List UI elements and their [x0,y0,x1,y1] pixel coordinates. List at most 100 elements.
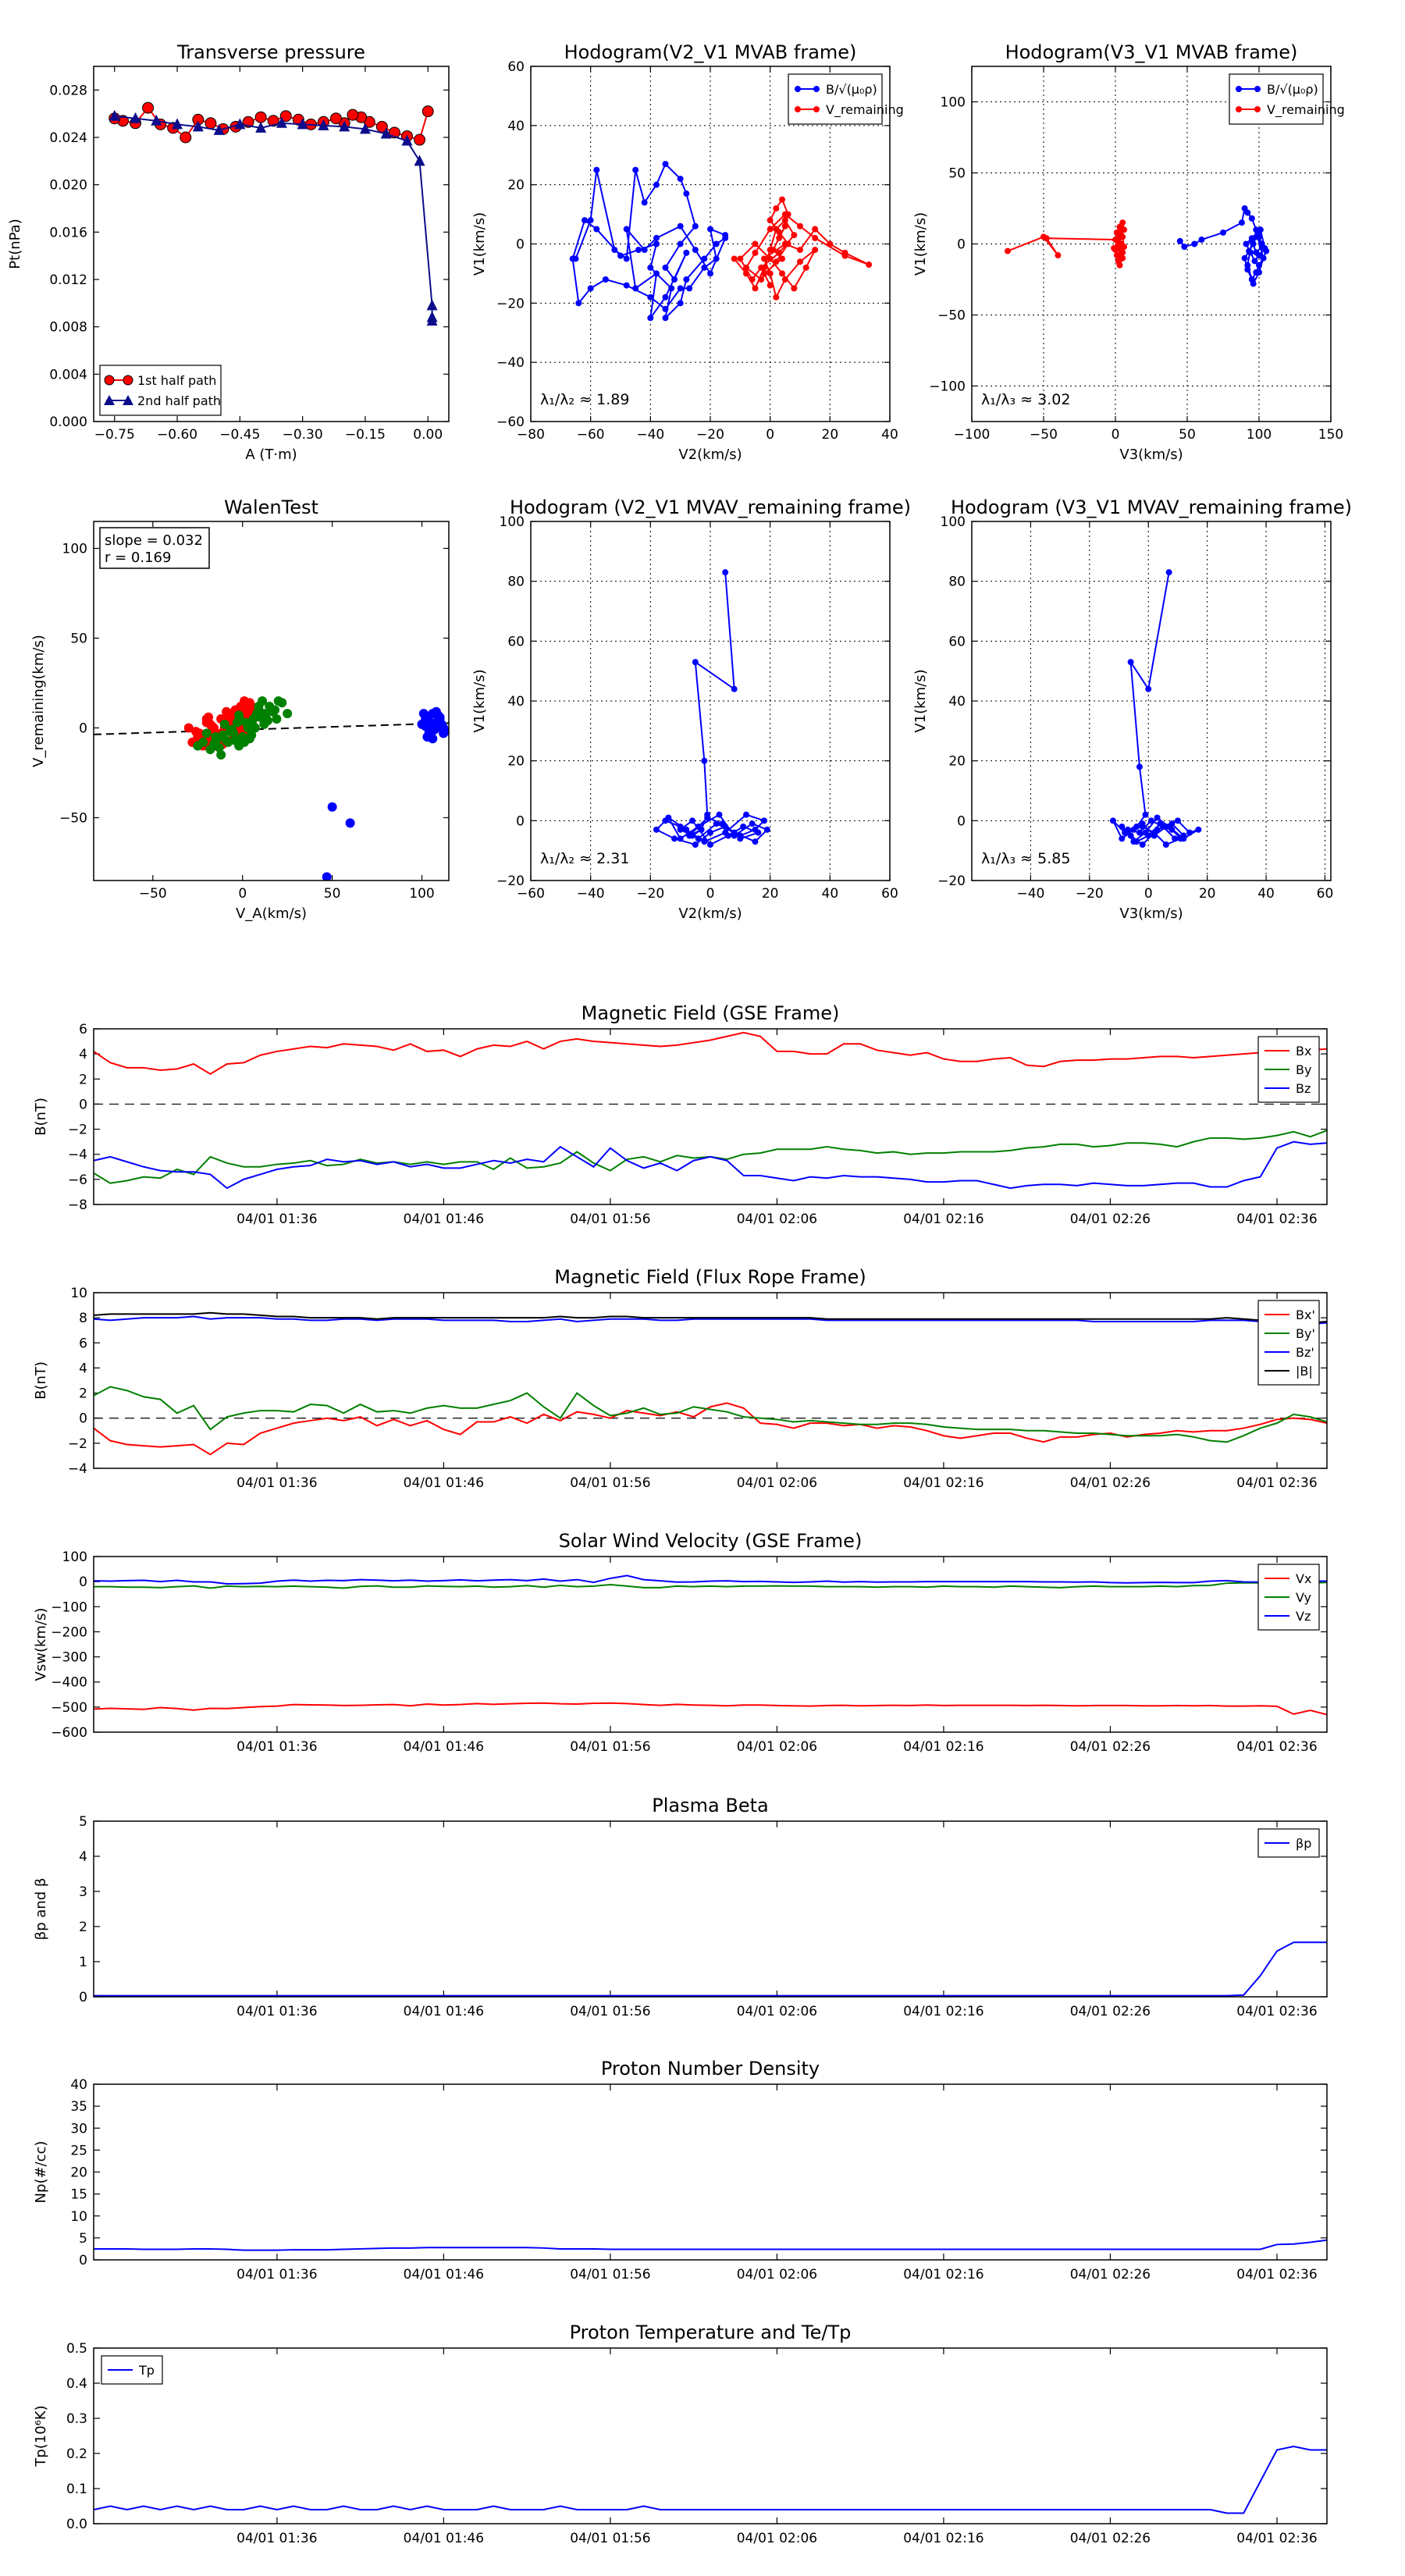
plot-frame [93,2083,1328,2261]
x-axis-label: V3(km/s) [1119,906,1183,922]
chart-title: Magnetic Field (Flux Rope Frame) [554,1266,866,1288]
data-point [713,240,720,247]
data-point [1115,258,1122,265]
data-point [240,737,250,747]
y-tick-label: 20 [507,754,525,770]
chart-title: Proton Temperature and Te/Tp [570,2322,852,2343]
data-point [1133,838,1140,845]
y-tick-label: 80 [507,575,525,590]
y-tick-label: 4 [79,1849,87,1865]
legend-label: V_remaining [1267,102,1345,118]
plot-frame [530,66,891,422]
data-point [422,712,432,722]
series-line-βp [94,1941,1327,1997]
chart-ts_beta: Plasma Beta 04/01 01:36 04/01 01:46 04/01 0… [33,1795,1328,2019]
data-point [172,118,183,130]
x-tick-label: 04/01 02:16 [903,1475,984,1491]
data-point [1139,841,1146,848]
x-tick-label: −0.15 [345,427,386,443]
data-point [743,270,749,277]
data-point [737,835,744,842]
legend-label: Tp [138,2363,155,2378]
y-tick-label: 60 [948,634,966,649]
y-tick-label: 5 [79,1814,87,1830]
data-point [704,814,711,821]
x-tick-label: −0.30 [283,427,323,443]
y-tick-label: −20 [937,873,966,889]
chart-ts_v: Solar Wind Velocity (GSE Frame) 04/01 01:… [33,1530,1328,1755]
data-point [623,282,630,289]
data-point [716,811,723,818]
series-B/√(μ₀ρ) [569,161,729,322]
data-point [632,285,639,292]
x-tick-label: −40 [1016,886,1044,902]
legend: Bx By Bz [1257,1036,1320,1103]
legend-label: Bx' [1296,1308,1315,1322]
eigen-ratio-annotation: λ₁/λ₃ ≈ 5.85 [981,850,1070,867]
data-point [602,276,609,283]
y-tick-label: 2 [79,1072,87,1087]
data-point [225,727,235,737]
series-line-Vy [94,1582,1327,1589]
data-point [707,226,713,233]
y-tick-label: 0 [516,813,525,829]
data-point [240,696,250,706]
y-tick-label: 0.012 [49,272,87,288]
y-axis-label: Np(#/cc) [33,2141,49,2204]
x-tick-label: −50 [1030,427,1058,443]
chart-ts_tp: Proton Temperature and Te/Tp 04/01 01:36 0… [33,2322,1328,2546]
y-tick-label: −6 [68,1172,87,1188]
data-point [752,285,759,292]
data-point [752,249,759,256]
y-tick-label: −500 [51,1700,87,1716]
data-point [339,120,350,132]
x-tick-label: 150 [1318,427,1343,443]
data-point [1165,569,1172,576]
data-point [797,258,803,265]
legend: B/√(μ₀ρ) V_remaining [788,73,904,125]
data-point [318,119,329,130]
data-point [776,249,783,256]
data-point [665,814,672,821]
legend-marker [813,86,820,92]
x-tick-label: 0 [766,427,774,443]
data-point [439,723,449,733]
data-point [247,730,257,740]
y-tick-label: −2 [68,1123,87,1138]
data-point [234,118,246,130]
data-point [380,127,392,139]
data-point [213,123,225,135]
data-point [1154,814,1161,821]
data-point [653,240,660,247]
x-axis-label: V2(km/s) [678,906,742,922]
data-point [671,835,678,842]
data-point [662,305,669,312]
data-point [276,116,287,128]
data-point [767,270,774,277]
series-line-Tp [94,2445,1327,2514]
data-point [1172,835,1179,842]
data-point [1248,237,1255,244]
data-point [683,249,690,256]
y-tick-label: 20 [507,178,525,194]
y-tick-label: −50 [59,811,87,827]
chart-h2: Hodogram(V3_V1 MVAB frame) −100 −50 0 50 100 1… [912,41,1345,463]
x-axis-label: V_A(km/s) [236,906,307,922]
data-point [797,222,803,229]
data-point [653,270,660,277]
data-point [701,255,708,262]
data-point [725,832,731,839]
y-axis-label: V1(km/s) [471,669,488,732]
data-point [1244,262,1251,269]
y-tick-label: 25 [70,2143,87,2158]
chart-title: Magnetic Field (GSE Frame) [582,1002,840,1024]
plot-frame [971,521,1332,881]
x-tick-label: 04/01 02:16 [903,2267,984,2282]
data-point [1109,817,1116,824]
data-point [1148,817,1154,824]
plot-frame [93,2347,1328,2524]
data-point [1238,219,1245,226]
x-tick-label: 04/01 01:56 [570,1475,650,1491]
y-tick-label: 0 [79,1990,87,2005]
data-point [866,262,873,269]
